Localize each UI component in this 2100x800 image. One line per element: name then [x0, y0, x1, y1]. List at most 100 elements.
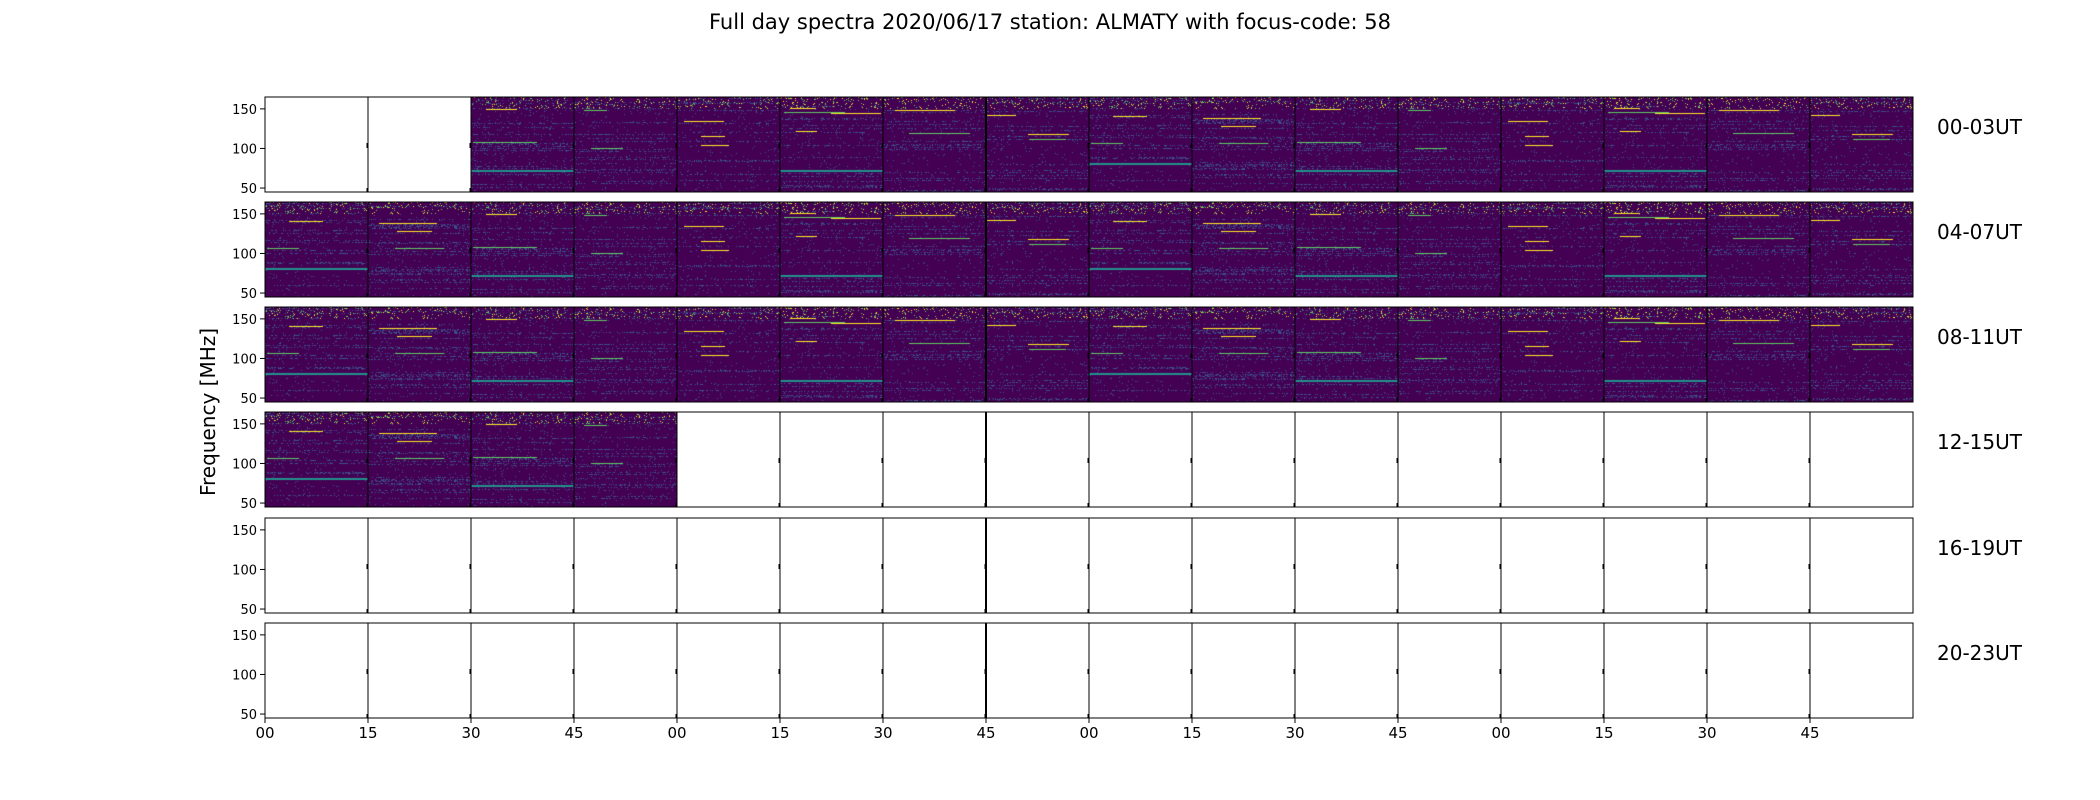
- y-tick-label: 150: [232, 208, 257, 223]
- spectrum-cell: [1810, 307, 1913, 402]
- spectrum-cell: [1501, 307, 1604, 402]
- spectrum-cell: [1604, 307, 1707, 402]
- x-tick-label: 45: [1800, 724, 1819, 742]
- spectrum-cell: [677, 97, 780, 192]
- row-label: 20-23UT: [1937, 641, 2023, 665]
- spectrum-cell: [1810, 202, 1913, 297]
- spectrum-cell: [780, 202, 883, 297]
- y-tick-label: 100: [232, 563, 257, 578]
- spectrum-cell: [883, 97, 986, 192]
- spectrum-cell: [574, 97, 677, 192]
- row-label: 04-07UT: [1937, 220, 2023, 244]
- spectrum-cell: [1398, 307, 1501, 402]
- spectrum-cell: [1707, 202, 1810, 297]
- spectrum-cell: [1192, 97, 1295, 192]
- y-axis-label: Frequency [MHz]: [196, 328, 220, 496]
- x-tick-label: 30: [873, 724, 892, 742]
- y-tick-label: 100: [232, 457, 257, 472]
- spectrum-cell: [368, 412, 471, 507]
- spectrum-cell: [1398, 97, 1501, 192]
- spectrum-cell: [883, 202, 986, 297]
- spectrum-cell: [1192, 202, 1295, 297]
- spectrum-cell: [677, 202, 780, 297]
- spectrum-cell: [471, 307, 574, 402]
- row-00-03UT: 50 100 150 00-03UT: [232, 96, 2023, 197]
- spectrum-cell: [883, 307, 986, 402]
- x-tick-label: 45: [1388, 724, 1407, 742]
- x-tick-label: 30: [1285, 724, 1304, 742]
- spectrum-cell: [1604, 202, 1707, 297]
- x-tick-label: 00: [667, 724, 686, 742]
- spectrum-cell: [1192, 307, 1295, 402]
- spectrum-cell: [1295, 307, 1398, 402]
- y-tick-label: 50: [240, 182, 257, 197]
- spectrum-cell: [265, 202, 368, 297]
- y-tick-label: 150: [232, 629, 257, 644]
- x-tick-label: 15: [1594, 724, 1613, 742]
- spectrum-cell: [1295, 97, 1398, 192]
- spectrum-cell: [574, 202, 677, 297]
- row-20-23UT: 50 100 150 20-23UT: [232, 622, 2023, 723]
- spectrum-cell: [368, 202, 471, 297]
- row-12-15UT: 50 100 150 12-15UT: [232, 411, 2023, 512]
- spectrum-cell: [471, 202, 574, 297]
- y-tick-label: 100: [232, 668, 257, 683]
- row-frame: [264, 306, 1914, 403]
- y-tick-label: 50: [240, 497, 257, 512]
- x-tick-label: 15: [358, 724, 377, 742]
- x-tick-label: 15: [770, 724, 789, 742]
- spectrum-cell: [986, 307, 1089, 402]
- spectrum-cell: [471, 97, 574, 192]
- spectrum-cell: [1398, 202, 1501, 297]
- spectrum-cell: [368, 307, 471, 402]
- spectrum-cell: [1089, 307, 1192, 402]
- spectrum-cell: [986, 97, 1089, 192]
- spectrum-cell: [1707, 307, 1810, 402]
- y-tick-label: 100: [232, 247, 257, 262]
- y-tick-label: 150: [232, 418, 257, 433]
- spectrum-cell: [574, 412, 677, 507]
- spectrum-cell: [1089, 202, 1192, 297]
- spectrum-cell: [780, 307, 883, 402]
- spectrum-cell: [1501, 202, 1604, 297]
- x-tick-label: 30: [1697, 724, 1716, 742]
- y-tick-label: 100: [232, 142, 257, 157]
- spectrum-cell: [471, 412, 574, 507]
- spectrum-cell: [1501, 97, 1604, 192]
- y-tick-label: 150: [232, 313, 257, 328]
- spectrum-cell: [265, 412, 368, 507]
- row-16-19UT: 50 100 150 16-19UT: [232, 517, 2023, 618]
- row-label: 00-03UT: [1937, 115, 2023, 139]
- spectrum-cell: [1089, 97, 1192, 192]
- x-tick-label: 15: [1182, 724, 1201, 742]
- x-tick-label: 00: [1079, 724, 1098, 742]
- x-axis: 00 15 30 45 00 15 30 45 00 15 30 45 00 15 30 45: [255, 718, 1820, 742]
- y-tick-label: 150: [232, 103, 257, 118]
- row-label: 16-19UT: [1937, 536, 2023, 560]
- y-tick-label: 50: [240, 287, 257, 302]
- spectrum-cell: [986, 202, 1089, 297]
- y-tick-label: 50: [240, 392, 257, 407]
- y-tick-label: 150: [232, 524, 257, 539]
- row-frame: [264, 201, 1914, 298]
- y-tick-label: 50: [240, 708, 257, 723]
- row-label: 12-15UT: [1937, 430, 2023, 454]
- x-tick-label: 45: [976, 724, 995, 742]
- y-tick-label: 100: [232, 352, 257, 367]
- row-04-07UT: 50 100 150 04-07UT: [232, 201, 2023, 302]
- chart-title: Full day spectra 2020/06/17 station: ALM…: [709, 10, 1391, 34]
- row-frame: [264, 96, 1914, 193]
- spectrum-cell: [1707, 97, 1810, 192]
- y-tick-label: 50: [240, 603, 257, 618]
- spectrum-cell: [780, 97, 883, 192]
- x-tick-label: 45: [564, 724, 583, 742]
- spectrum-cell: [574, 307, 677, 402]
- x-tick-label: 30: [461, 724, 480, 742]
- spectrum-cell: [1604, 97, 1707, 192]
- spectrum-cell: [677, 307, 780, 402]
- spectrum-cell: [1810, 97, 1913, 192]
- spectrum-cell: [1295, 202, 1398, 297]
- x-tick-label: 00: [255, 724, 274, 742]
